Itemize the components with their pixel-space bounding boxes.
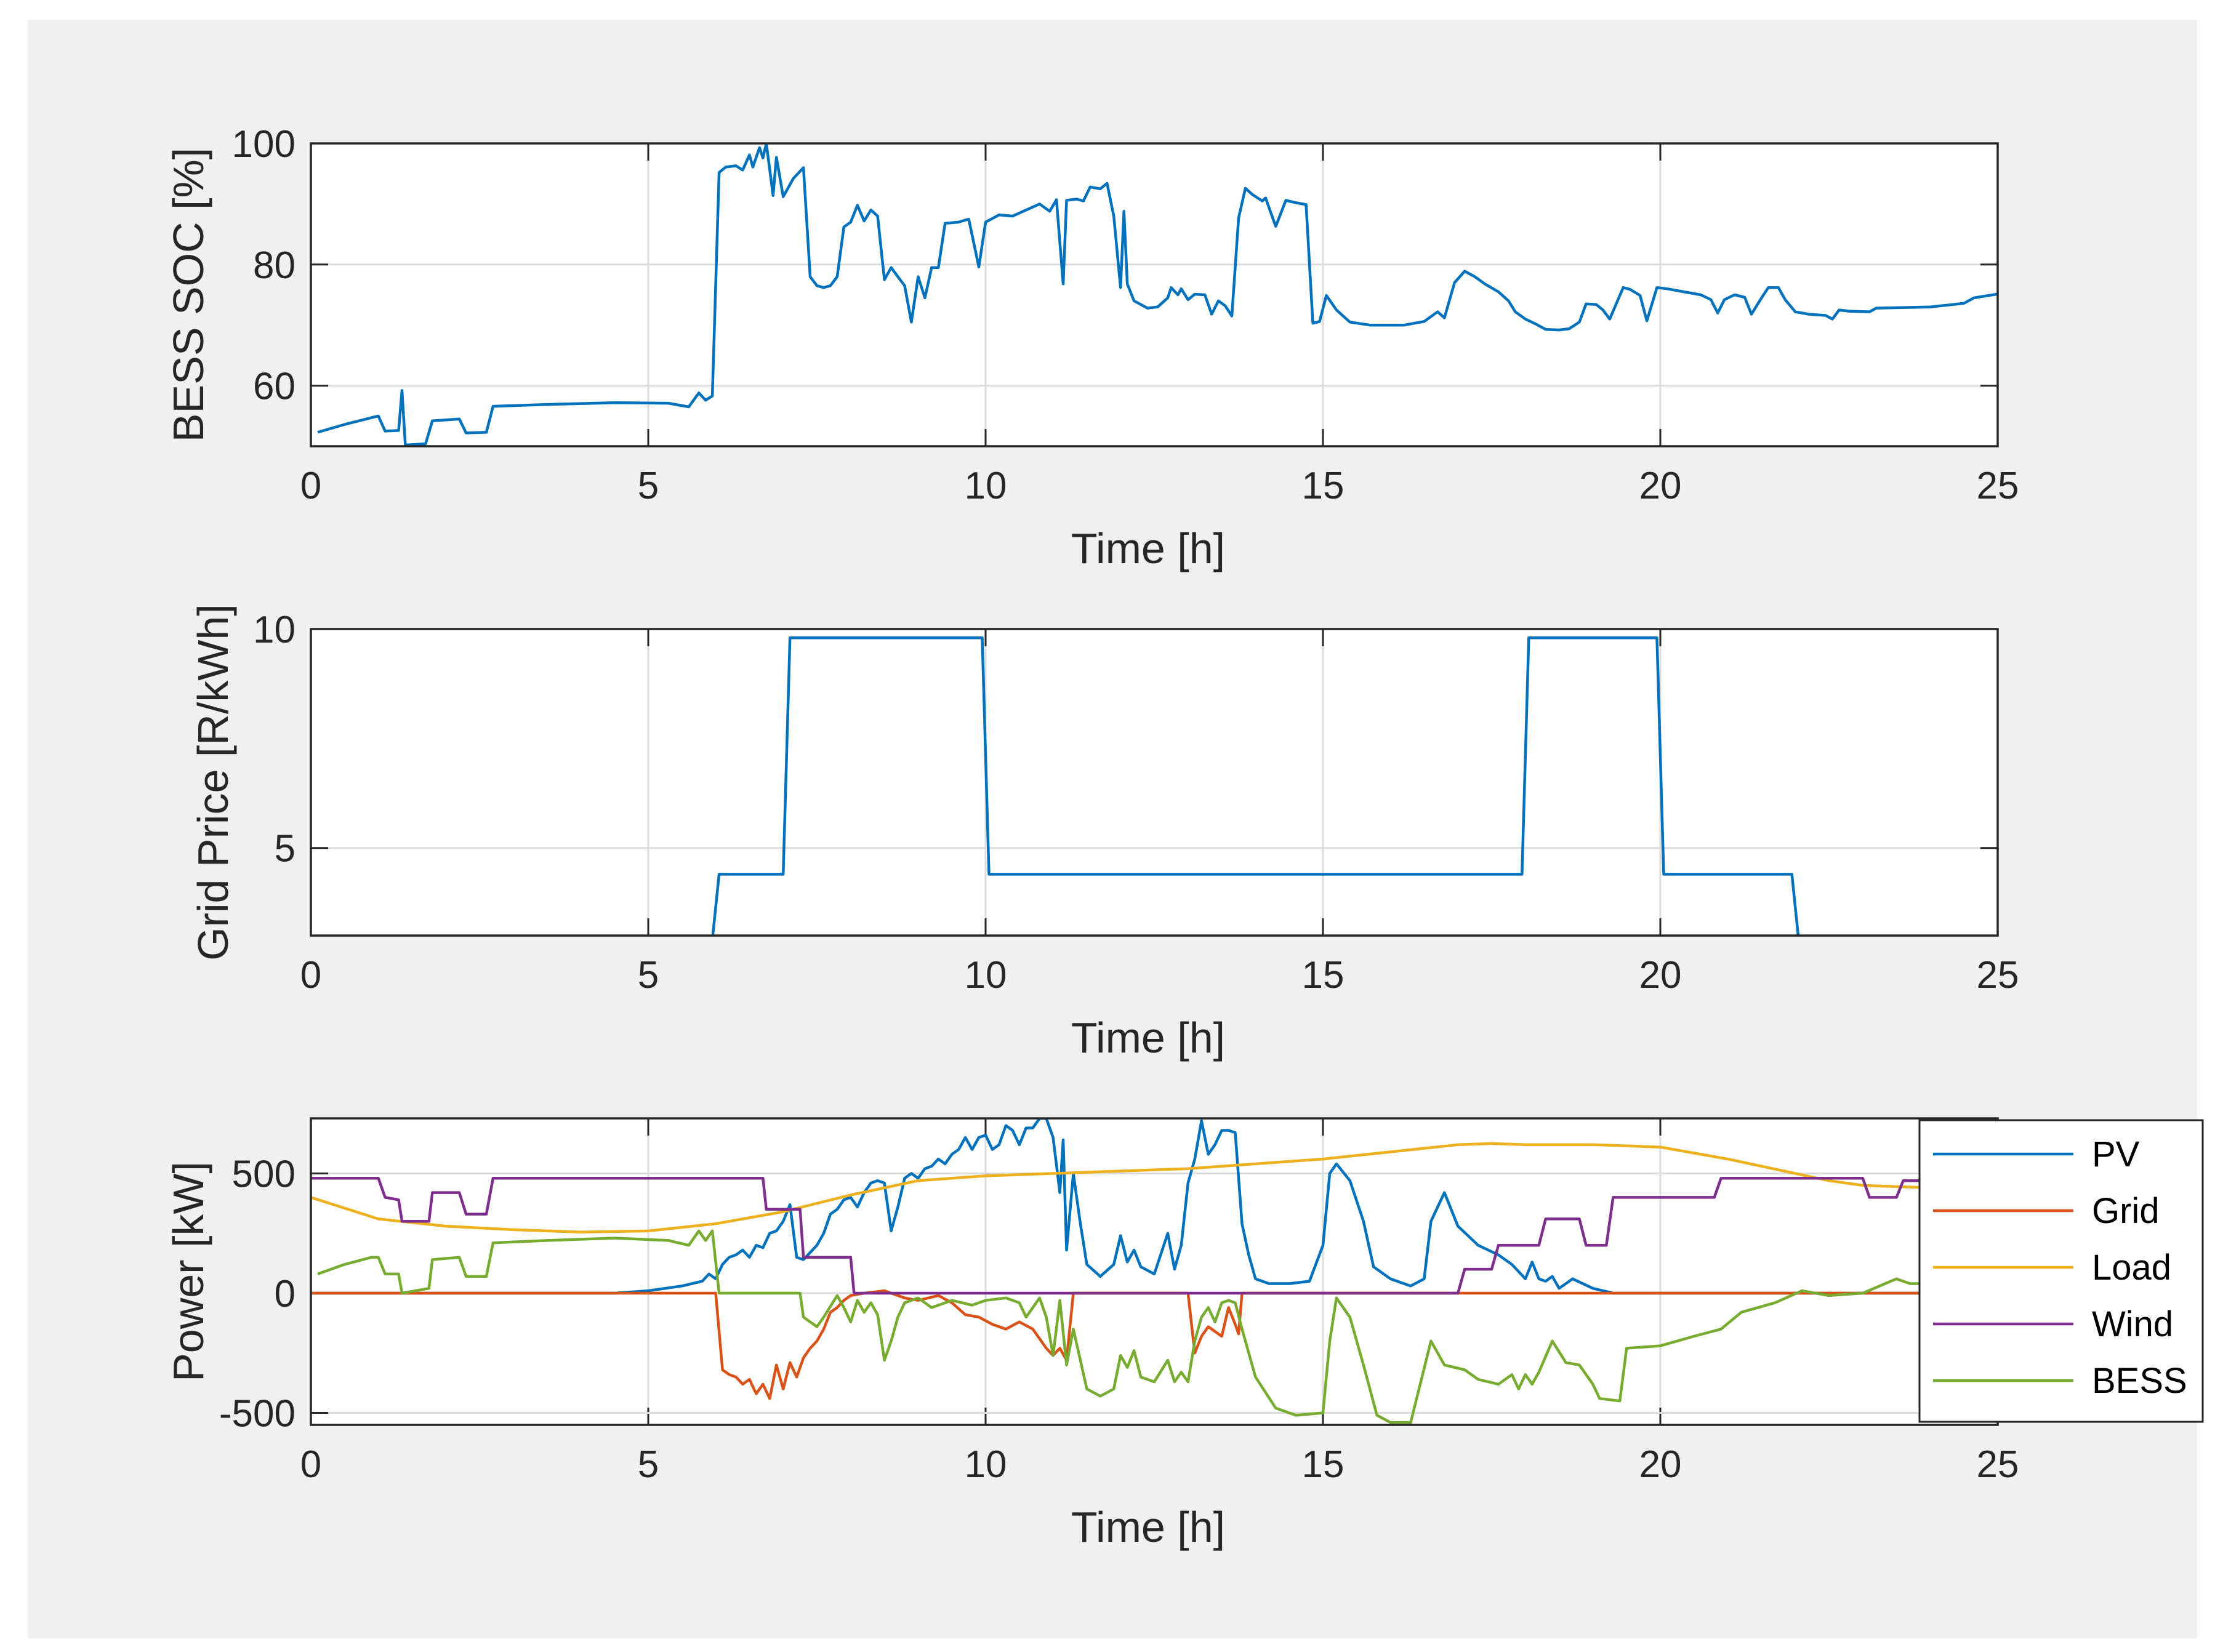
x-tick-label: 25	[1977, 465, 2019, 507]
x-tick-label: 0	[300, 1443, 321, 1486]
x-tick-label: 15	[1302, 1443, 1345, 1486]
series-line-grid	[311, 1289, 1931, 1400]
series-line-grid-price	[711, 636, 1800, 936]
y-tick-label: 80	[253, 244, 295, 287]
x-axis-label: Time [h]	[1071, 1014, 1225, 1062]
series-line-pv	[311, 1118, 1931, 1295]
axes-box	[310, 628, 1999, 937]
x-tick-label: 20	[1639, 465, 1682, 507]
y-axis-label: Grid Price [R/kWh]	[189, 604, 237, 961]
y-tick-label: 60	[253, 366, 295, 408]
price-axes: 0 5 10 15 20 25 5 10 Time [h] Grid Price [R/kWh]	[189, 604, 2019, 1062]
legend-label-pv: PV	[2092, 1134, 2140, 1174]
series-line-bess	[317, 1229, 1931, 1424]
x-tick-label: 0	[300, 465, 321, 507]
x-tick-label: 20	[1639, 954, 1682, 996]
power-legend: PV Grid Load Wind BESS	[1918, 1119, 2204, 1423]
x-tick-label: 10	[965, 465, 1007, 507]
x-tick-label: 15	[1302, 465, 1345, 507]
y-tick-label: 500	[232, 1153, 295, 1195]
x-tick-label: 10	[965, 1443, 1007, 1486]
series-line-load	[311, 1142, 1952, 1234]
x-tick-label: 15	[1302, 954, 1345, 996]
y-axis-label: Power [kW]	[164, 1161, 212, 1382]
x-tick-label: 5	[638, 954, 659, 996]
axes-area	[311, 629, 1998, 936]
y-tick-label: 0	[275, 1273, 295, 1315]
y-tick-label: 100	[232, 123, 295, 166]
legend-label-wind: Wind	[2092, 1304, 2173, 1344]
y-axis-label: BESS SOC [%]	[164, 148, 212, 442]
legend-label-grid: Grid	[2092, 1191, 2160, 1231]
legend-box	[1918, 1119, 2204, 1423]
x-tick-label: 20	[1639, 1443, 1682, 1486]
x-tick-label: 5	[638, 465, 659, 507]
y-tick-label: -500	[219, 1393, 295, 1435]
legend-label-load: Load	[2092, 1248, 2171, 1288]
y-tick-label: 10	[253, 609, 295, 651]
x-tick-label: 10	[965, 954, 1007, 996]
axes-area	[311, 143, 1998, 446]
axes-box	[310, 142, 1999, 447]
legend-label-bess: BESS	[2092, 1361, 2187, 1401]
x-tick-label: 5	[638, 1443, 659, 1486]
x-tick-label: 25	[1977, 954, 2019, 996]
x-tick-label: 25	[1977, 1443, 2019, 1486]
x-axis-label: Time [h]	[1071, 524, 1225, 572]
series-line-wind	[311, 1177, 1931, 1295]
soc-axes: 0 5 10 15 20 25 60 80 100 Time [h] BESS SOC [%]	[164, 123, 2019, 572]
x-tick-label: 0	[300, 954, 321, 996]
series-line-bess-soc	[317, 143, 1998, 446]
y-tick-label: 5	[275, 828, 295, 870]
x-axis-label: Time [h]	[1071, 1503, 1225, 1551]
